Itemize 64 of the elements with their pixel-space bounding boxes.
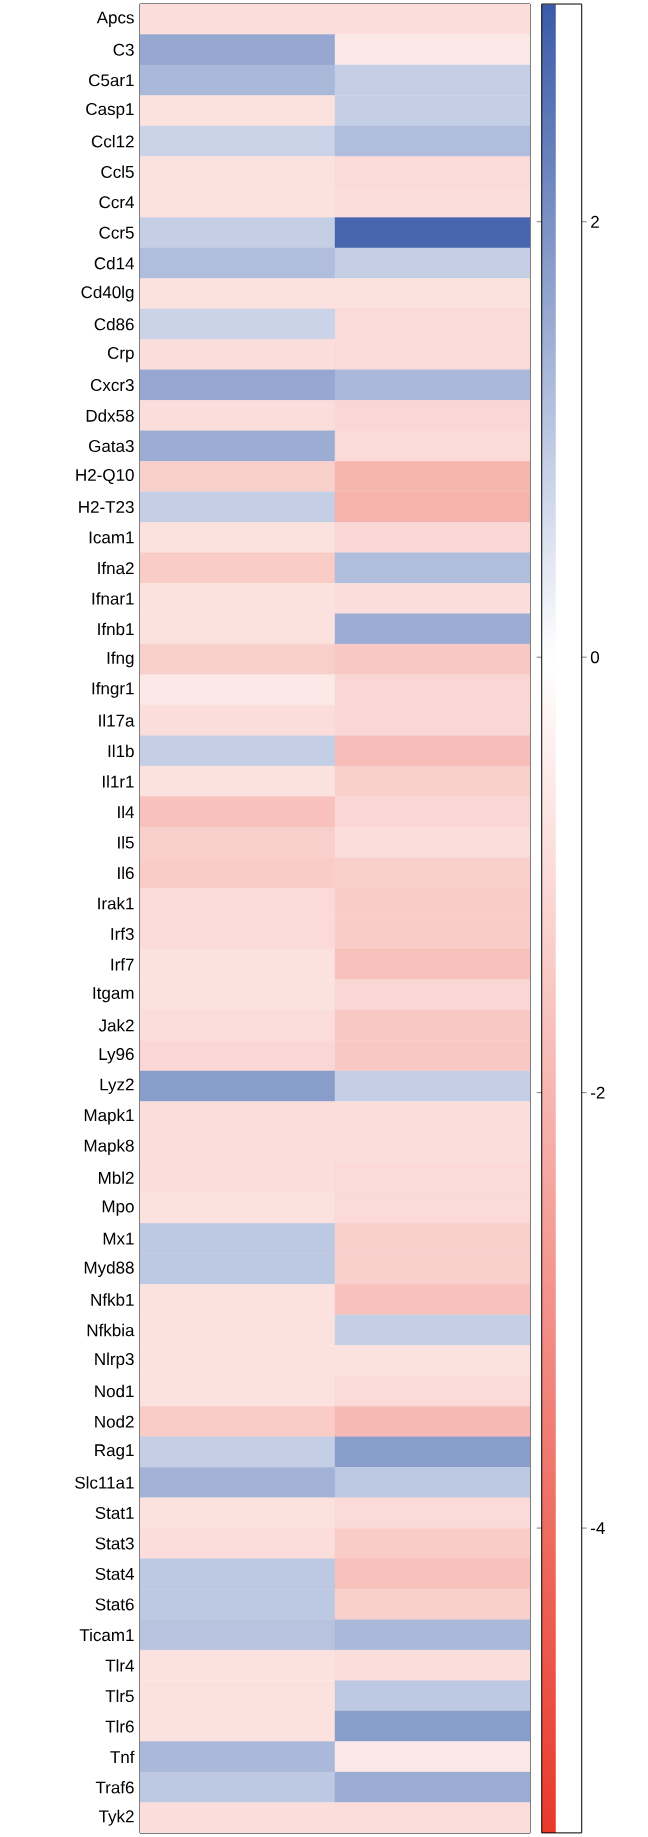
color-bar-label: 2 (591, 215, 599, 228)
y-tick-label: Il6 (118, 866, 134, 880)
color-bar-label: -2 (590, 1086, 605, 1099)
y-tick-label: Stat6 (95, 1598, 134, 1611)
y-tick-label: H2-Q10 (76, 468, 134, 485)
y-tick-label: Mapk1 (84, 1108, 134, 1125)
y-tick-label: Ifng (107, 651, 134, 668)
y-tick-label: Tlr4 (105, 1659, 134, 1672)
y-tick-label: Tyk2 (98, 1809, 134, 1826)
y-tick-label: Mx1 (103, 1232, 134, 1245)
y-tick-label: Gata3 (89, 440, 134, 453)
y-tick-label: Jak2 (98, 1018, 134, 1032)
y-tick-label: Il17a (99, 714, 135, 727)
y-tick-label: Ifnar1 (92, 592, 134, 605)
y-tick-label: Itgam (93, 987, 134, 1003)
y-tick-label: Crp (107, 346, 134, 363)
y-tick-label: Stat3 (95, 1537, 134, 1550)
y-tick-label: Tlr5 (105, 1689, 134, 1703)
y-tick-label: Lyz2 (100, 1078, 134, 1094)
y-tick-label: Tlr6 (105, 1720, 134, 1733)
y-tick-label: Ccr5 (99, 226, 134, 239)
y-tick-label: Ccr4 (99, 196, 134, 209)
y-tick-label: Myd88 (84, 1261, 134, 1278)
y-tick-label: Rag1 (95, 1444, 134, 1460)
y-tick-label: Tnf (110, 1750, 135, 1763)
y-tick-label: C5ar1 (89, 74, 134, 87)
y-tick-label: Cd40lg (81, 285, 134, 302)
y-tick-label: Ddx58 (86, 409, 134, 422)
y-tick-label: Cxcr3 (90, 379, 134, 392)
y-tick-label: Ifnb1 (98, 622, 134, 636)
color-bar-label: -4 (590, 1522, 605, 1534)
y-tick-label: C3 (113, 43, 134, 56)
y-tick-label: Nlrp3 (95, 1352, 134, 1369)
y-tick-label: Il5 (118, 836, 134, 849)
y-tick-label: Cd86 (94, 317, 134, 331)
y-tick-label: Mpo (102, 1200, 134, 1216)
y-tick-label: Nfkbia (87, 1323, 135, 1337)
y-tick-label: Ccl12 (91, 134, 134, 148)
y-tick-label: Ccl5 (101, 165, 134, 178)
y-tick-label: Mbl2 (99, 1171, 134, 1184)
y-tick-label: Mapk8 (84, 1139, 134, 1156)
y-tick-label: Il1r1 (102, 775, 134, 788)
y-tick-label: Ticam1 (79, 1628, 134, 1642)
y-tick-label: Irak1 (98, 897, 134, 910)
y-tick-label: Irf7 (111, 958, 134, 971)
y-tick-label: Il4 (118, 805, 134, 818)
y-tick-label: Irf3 (111, 927, 134, 941)
y-tick-label: Apcs (96, 11, 134, 27)
y-tick-label: Stat4 (95, 1567, 134, 1580)
y-tick-label: Casp1 (86, 103, 134, 119)
y-tick-label: Ifna2 (98, 561, 134, 575)
y-tick-label: Ly96 (99, 1048, 134, 1064)
y-tick-label: Ifngr1 (92, 682, 134, 698)
y-tick-label: Traf6 (95, 1781, 134, 1794)
y-tick-label: Il1b (108, 744, 134, 758)
y-tick-label: Cd14 (94, 256, 134, 270)
y-tick-label: Nod2 (95, 1415, 134, 1428)
y-tick-label: H2-T23 (79, 500, 134, 514)
y-tick-label: Nod1 (95, 1384, 134, 1398)
y-tick-label: Icam1 (89, 531, 134, 544)
y-tick-label: Stat1 (95, 1506, 134, 1519)
color-bar-label: 0 (590, 651, 600, 664)
y-tick-label: Slc11a1 (75, 1476, 134, 1489)
y-tick-label: Nfkb1 (91, 1293, 134, 1306)
